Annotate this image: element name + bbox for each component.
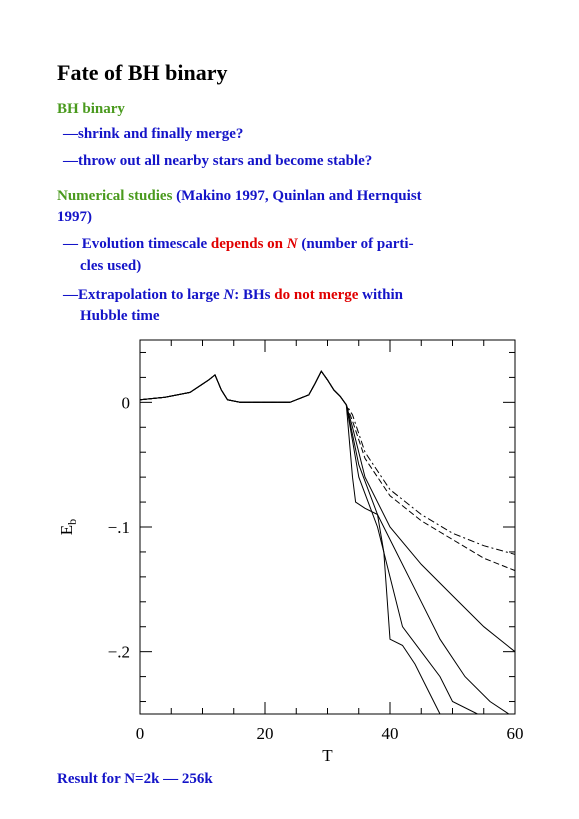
slide-title: Fate of BH binary — [57, 60, 228, 85]
footer: Result for N=2k — 256k — [57, 771, 213, 787]
data-line — [140, 370, 515, 555]
text-line: —shrink and finally merge? — [62, 126, 243, 142]
x-tick-label: 20 — [257, 724, 274, 743]
text-segment: — Evolution timescale — [62, 236, 211, 252]
x-tick-label: 60 — [507, 724, 524, 743]
text-line: — Evolution timescale depends on N (numb… — [62, 236, 414, 252]
y-axis-label: Eb — [57, 519, 79, 535]
text-segment: —shrink and finally merge? — [62, 126, 243, 142]
text-segment: (Makino 1997, Quinlan and Hernquist — [172, 188, 421, 204]
text-line: Hubble time — [80, 308, 160, 324]
data-line — [140, 370, 515, 653]
text-line: —Extrapolation to large N: BHs do not me… — [62, 287, 404, 303]
text-segment: —throw out all nearby stars and become s… — [62, 153, 372, 169]
text-line: Numerical studies (Makino 1997, Quinlan … — [57, 188, 422, 204]
y-axis-label-main: E — [57, 525, 76, 535]
y-tick-label: 0 — [122, 393, 131, 412]
chart: 0 20 40 60 0 −.1 −.2 T Eb — [57, 339, 524, 765]
data-line — [140, 370, 441, 714]
text-segment: do not merge — [274, 287, 358, 303]
data-line — [140, 370, 510, 714]
text-segment: BH binary — [57, 101, 125, 117]
data-line — [140, 370, 515, 572]
y-tick-label: −.1 — [108, 518, 130, 537]
plot-frame — [139, 339, 516, 715]
text-line: 1997) — [57, 209, 92, 225]
text-line: BH binary — [57, 101, 125, 117]
text-segment: : BHs — [234, 287, 274, 303]
text-line: —throw out all nearby stars and become s… — [62, 153, 372, 169]
x-axis-label: T — [322, 746, 333, 765]
text-segment: —Extrapolation to large — [62, 287, 223, 303]
text-segment: N — [222, 287, 235, 303]
text-segment: 1997) — [57, 209, 92, 225]
text-line: cles used) — [80, 258, 141, 274]
text-segment: within — [358, 287, 403, 303]
x-tick-label: 40 — [382, 724, 399, 743]
text-segment: Numerical studies — [57, 188, 173, 204]
text-segment: N — [286, 236, 299, 252]
text-segment: depends on — [211, 236, 287, 252]
text-segment: (number of parti- — [298, 236, 414, 252]
x-tick-label: 0 — [136, 724, 145, 743]
text-segment: cles used) — [80, 258, 141, 274]
y-tick-label: −.2 — [108, 643, 130, 662]
text-segment: Hubble time — [80, 308, 160, 324]
data-line — [140, 370, 478, 714]
y-axis-label-sub: b — [65, 519, 79, 525]
